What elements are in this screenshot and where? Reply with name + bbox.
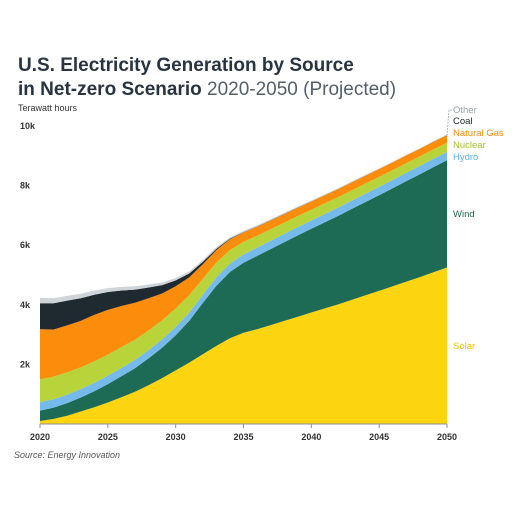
legend-label-nuclear: Nuclear (453, 140, 486, 151)
x-tick-label: 2025 (98, 432, 118, 442)
x-tick-label: 2030 (166, 432, 186, 442)
area-natural-gas (40, 135, 447, 380)
legend-label-wind: Wind (453, 209, 475, 220)
title-line-2-light: 2020-2050 (Projected) (207, 79, 397, 100)
y-axis-ticks: 2k 4k 6k 8k 10k (20, 121, 36, 369)
y-tick-label: 6k (20, 240, 31, 250)
area-nuclear (40, 142, 447, 403)
area-wind (40, 160, 447, 422)
legend-label-coal: Coal (453, 116, 473, 127)
stacked-areas (40, 134, 447, 424)
title-line-1: U.S. Electricity Generation by Source (18, 55, 354, 76)
y-tick-label: 8k (20, 181, 31, 191)
title-line-2-bold: in Net-zero Scenario (18, 79, 202, 100)
y-tick-label: 10k (20, 121, 36, 131)
x-tick-label: 2020 (30, 432, 50, 442)
area-hydro (40, 151, 447, 411)
legend-label-solar: Solar (453, 341, 475, 352)
x-axis-ticks: 2020 2025 2030 2035 2040 2045 2050 (30, 423, 457, 442)
area-solar (40, 267, 447, 424)
y-tick-label: 2k (20, 359, 31, 369)
x-tick-label: 2050 (437, 432, 457, 442)
x-tick-label: 2035 (233, 432, 253, 442)
x-tick-label: 2040 (301, 432, 321, 442)
chart-title: U.S. Electricity Generation by Source in… (18, 54, 396, 102)
y-axis-unit-label: Terawatt hours (18, 103, 78, 113)
source-note: Source: Energy Innovation (14, 450, 121, 460)
legend-leader-other (446, 109, 452, 136)
y-tick-label: 4k (20, 300, 31, 310)
legend-label-natural-gas: Natural Gas (453, 128, 504, 139)
legend-label-hydro: Hydro (453, 152, 478, 163)
area-coal (40, 135, 447, 330)
x-tick-label: 2045 (369, 432, 389, 442)
legend-label-other: Other (453, 105, 477, 116)
